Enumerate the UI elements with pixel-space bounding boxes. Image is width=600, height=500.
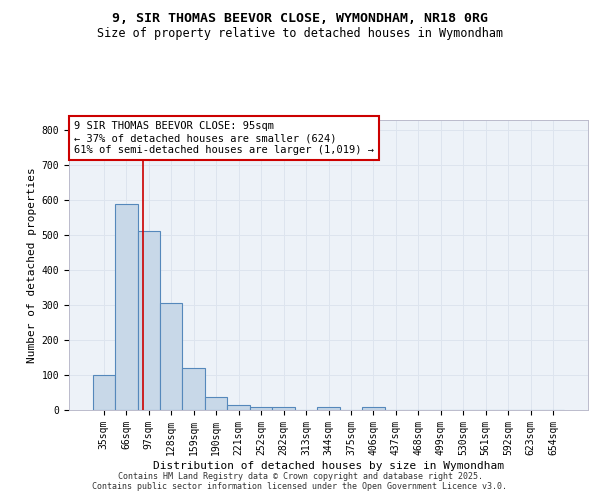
Text: Size of property relative to detached houses in Wymondham: Size of property relative to detached ho… [97,28,503,40]
Bar [272,407,295,410]
Text: Contains public sector information licensed under the Open Government Licence v3: Contains public sector information licen… [92,482,508,491]
Text: 9, SIR THOMAS BEEVOR CLOSE, WYMONDHAM, NR18 0RG: 9, SIR THOMAS BEEVOR CLOSE, WYMONDHAM, N… [112,12,488,26]
Bar [362,407,385,410]
Bar [115,204,137,410]
Y-axis label: Number of detached properties: Number of detached properties [28,167,37,363]
Bar [182,368,205,410]
Text: Contains HM Land Registry data © Crown copyright and database right 2025.: Contains HM Land Registry data © Crown c… [118,472,482,481]
Bar [92,374,115,410]
X-axis label: Distribution of detached houses by size in Wymondham: Distribution of detached houses by size … [153,460,504,470]
Bar [227,405,250,410]
Text: 9 SIR THOMAS BEEVOR CLOSE: 95sqm
← 37% of detached houses are smaller (624)
61% : 9 SIR THOMAS BEEVOR CLOSE: 95sqm ← 37% o… [74,122,374,154]
Bar [137,232,160,410]
Bar [160,304,182,410]
Bar [205,398,227,410]
Bar [250,407,272,410]
Bar [317,407,340,410]
